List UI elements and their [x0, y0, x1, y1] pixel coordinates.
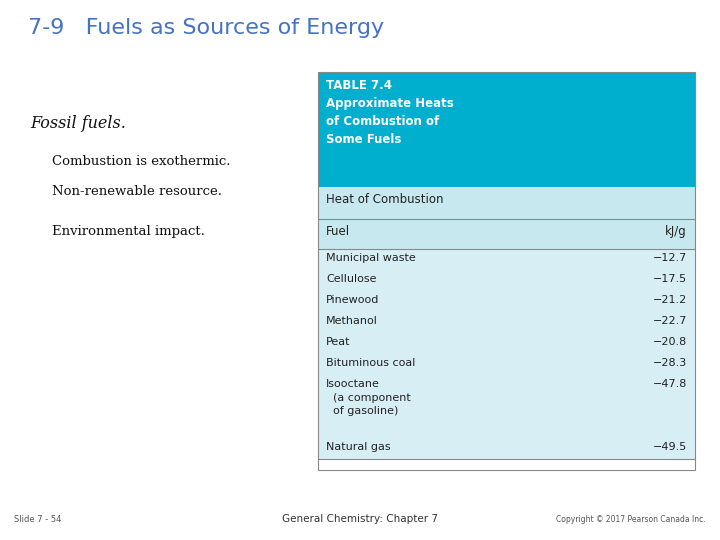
Text: Bituminous coal: Bituminous coal: [326, 358, 415, 368]
Bar: [318, 187, 695, 219]
Text: −47.8: −47.8: [652, 379, 687, 389]
Text: Peat: Peat: [326, 337, 351, 347]
Text: −21.2: −21.2: [653, 295, 687, 305]
Text: Heat of Combustion: Heat of Combustion: [326, 193, 444, 206]
Text: Slide 7 - 54: Slide 7 - 54: [14, 515, 61, 524]
Bar: [318, 354, 695, 375]
Bar: [318, 72, 695, 470]
Bar: [318, 270, 695, 291]
Text: Isooctane
  (a component
  of gasoline): Isooctane (a component of gasoline): [326, 379, 410, 416]
Text: Fossil fuels.: Fossil fuels.: [30, 115, 126, 132]
Text: kJ/g: kJ/g: [665, 225, 687, 238]
Text: General Chemistry: Chapter 7: General Chemistry: Chapter 7: [282, 514, 438, 524]
Text: Copyright © 2017 Pearson Canada Inc.: Copyright © 2017 Pearson Canada Inc.: [557, 515, 706, 524]
Text: Pinewood: Pinewood: [326, 295, 379, 305]
Text: Combustion is exothermic.: Combustion is exothermic.: [52, 155, 230, 168]
Text: Natural gas: Natural gas: [326, 442, 391, 453]
Text: Municipal waste: Municipal waste: [326, 253, 415, 263]
Bar: [318, 72, 695, 187]
Bar: [318, 438, 695, 460]
Text: −28.3: −28.3: [653, 358, 687, 368]
Bar: [318, 249, 695, 270]
Text: −12.7: −12.7: [653, 253, 687, 263]
Text: Non-renewable resource.: Non-renewable resource.: [52, 185, 222, 198]
Text: Fuel: Fuel: [326, 225, 350, 238]
Text: −17.5: −17.5: [653, 274, 687, 284]
Text: Cellulose: Cellulose: [326, 274, 377, 284]
Text: −20.8: −20.8: [653, 337, 687, 347]
Text: 7-9   Fuels as Sources of Energy: 7-9 Fuels as Sources of Energy: [28, 18, 384, 38]
Bar: [318, 312, 695, 333]
Text: Environmental impact.: Environmental impact.: [52, 225, 205, 238]
Bar: [318, 333, 695, 354]
Text: TABLE 7.4
Approximate Heats
of Combustion of
Some Fuels: TABLE 7.4 Approximate Heats of Combustio…: [326, 79, 454, 146]
Text: −22.7: −22.7: [652, 316, 687, 326]
Bar: [318, 291, 695, 312]
Text: −49.5: −49.5: [653, 442, 687, 453]
Text: Methanol: Methanol: [326, 316, 378, 326]
Bar: [318, 219, 695, 249]
Bar: [318, 375, 695, 438]
